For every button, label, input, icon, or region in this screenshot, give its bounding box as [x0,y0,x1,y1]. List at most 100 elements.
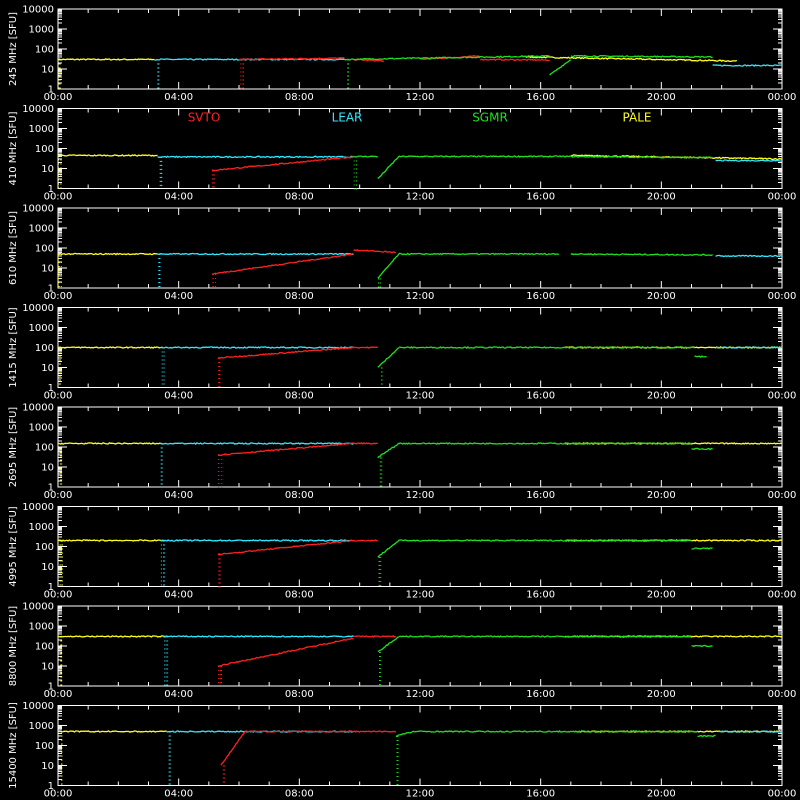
series-dropout-point [219,574,221,576]
series-dropout-point [379,668,381,670]
series-dropout-point [218,365,220,367]
series-dropout-point [381,477,383,479]
x-tick-label: 08:00 [285,391,314,402]
series-dropout-point [396,763,398,765]
series-dropout-point [157,59,159,61]
series-dropout-point [161,359,163,361]
series-dropout-point [61,564,63,566]
series-dropout-point [218,586,220,588]
series-dropout-point [219,578,221,580]
series-dropout-point [218,558,220,560]
series-dropout-point [161,459,163,461]
series-dropout-point [219,377,221,379]
x-tick-label: 00:00 [44,490,73,501]
series-dropout-point [380,465,382,467]
series-dropout-point [218,377,220,379]
series-line-svto [353,539,378,542]
series-dropout-point [161,355,163,357]
series-dropout-point [169,735,171,737]
series-dropout-point [381,461,383,463]
series-dropout-point [60,183,62,185]
series-dropout-point [215,274,217,276]
series-dropout-point [379,584,381,586]
series-dropout-point [161,475,163,477]
series-dropout-point [60,660,62,662]
series-dropout-point [165,668,167,670]
y-tick-label: 1000 [29,622,54,633]
series-dropout-point [160,556,162,558]
series-dropout-point [58,79,60,81]
x-tick-label: 20:00 [647,192,676,203]
series-dropout-point [164,664,166,666]
series-dropout-point [164,648,166,650]
series-dropout-point [164,560,166,562]
series-dropout-point [61,656,63,658]
series-dropout-point [355,188,357,190]
series-dropout-point [223,777,225,779]
x-tick-label: 20:00 [647,590,676,601]
series-dropout-point [161,168,163,170]
series-dropout-point [59,359,61,361]
series-dropout-point [157,83,159,85]
series-dropout-point [61,463,63,465]
series-dropout-point [165,652,167,654]
series-dropout-point [60,636,62,638]
series-line-pale [57,58,155,61]
series-dropout-point [167,668,169,670]
series-dropout-point [221,466,223,468]
series-dropout-point [218,462,220,464]
y-tick-label: 1000 [29,124,54,135]
series-dropout-point [378,580,380,582]
y-tick-label: 10000 [22,104,54,115]
series-dropout-point [380,286,382,288]
y-tick-label: 100 [35,443,54,454]
y-tick-label: 10 [41,164,54,175]
series-dropout-point [220,674,222,675]
series-dropout-point [61,640,63,642]
series-dropout-point [347,63,349,65]
series-dropout-point [160,447,162,449]
series-dropout-point [242,87,244,89]
series-dropout-point [167,652,169,654]
series-dropout-point [60,155,62,157]
series-line-pale [57,730,167,733]
x-tick-label: 00:00 [44,391,73,402]
series-dropout-point [380,485,382,487]
series-dropout-point [219,385,221,387]
y-tick-label: 1 [48,85,54,96]
series-dropout-point [164,548,166,550]
series-dropout-point [59,447,61,449]
series-dropout-point [60,282,62,284]
series-dropout-point [347,83,349,85]
series-dropout-point [61,479,63,481]
series-line-svto [211,156,354,172]
series-dropout-point [218,478,220,480]
series-dropout-point [161,371,163,373]
series-dropout-point [60,664,62,666]
series-dropout-point [163,351,165,353]
series-dropout-point [218,474,220,476]
y-axis-label: 8800 MHz [SFU] [8,606,19,687]
series-dropout-point [160,552,162,554]
series-dropout-point [59,363,61,365]
x-tick-label: 00:00 [768,490,797,501]
series-dropout-point [58,258,60,260]
series-dropout-point [161,451,163,453]
series-dropout-point [161,471,163,473]
panel-3: 1 10 100 1000 10000 00:00 04:00 08:00 12:00 16:00… [8,303,796,402]
series-dropout-point [164,568,166,570]
series-dropout-point [59,87,61,89]
series-dropout-point [379,564,381,566]
series-dropout-point [381,457,383,459]
series-dropout-point [218,562,220,564]
x-tick-label: 04:00 [164,192,193,203]
series-dropout-point [59,383,61,385]
series-dropout-point [164,540,166,542]
series-dropout-point [213,186,215,188]
series-dropout-point [240,71,242,73]
series-dropout-point [58,355,60,357]
series-dropout-point [164,584,166,586]
series-dropout-point [61,572,63,574]
series-dropout-point [59,584,61,586]
series-dropout-point [61,455,63,457]
